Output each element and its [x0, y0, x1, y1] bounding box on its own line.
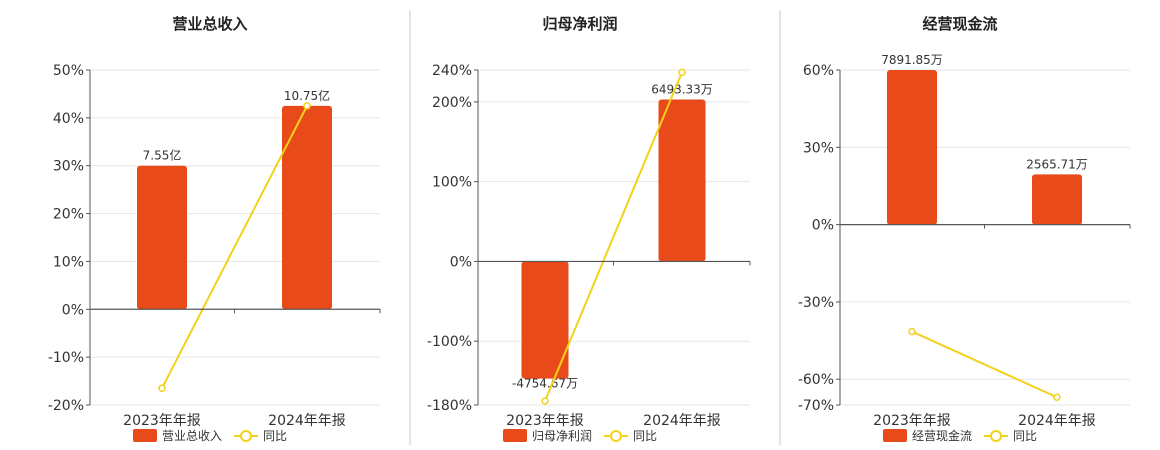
y-tick-label: 40% — [53, 111, 84, 127]
x-tick-label: 2023年年报 — [873, 413, 951, 429]
legend-label-bar: 归母净利润 — [532, 429, 592, 443]
legend-label-line: 同比 — [263, 429, 287, 443]
x-axis: 2023年年报 2024年年报 — [873, 413, 1096, 429]
x-tick-label: 2023年年报 — [123, 413, 201, 429]
yoy-point — [908, 327, 916, 336]
bar — [521, 261, 569, 379]
legend: 营业总收入 同比 — [133, 429, 287, 443]
yoy-point — [158, 384, 166, 392]
yoy-line — [911, 330, 1058, 399]
operating-cashflow-chart: 经营现金流 7891.85万 2565.71万 -70% -60% -30% 0% 30%… — [798, 15, 1131, 443]
bar — [887, 70, 937, 225]
y-axis: -70% -60% -30% 0% 30% 60% — [798, 63, 1131, 414]
chart-title: 营业总收入 — [172, 15, 247, 33]
legend-line-marker — [610, 430, 622, 442]
bar-data-label: 6493.33万 — [651, 83, 713, 97]
y-tick-label: 200% — [432, 95, 472, 111]
x-tick-label: 2024年年报 — [643, 413, 721, 429]
yoy-point — [303, 102, 311, 110]
bar — [658, 99, 706, 262]
bar-data-label: 7.55亿 — [143, 148, 182, 163]
legend-bar-swatch — [503, 429, 527, 442]
plot-area: -4754.67万 6493.33万 — [512, 68, 713, 405]
legend-line-marker — [240, 430, 252, 442]
y-tick-label: 10% — [53, 254, 84, 270]
chart-title: 归母净利润 — [542, 15, 617, 33]
y-tick-label: 20% — [53, 207, 84, 223]
revenue-chart: 营业总收入 7.55亿 10.75亿 -20% -10% 0% 10% 20% 30% 40%… — [48, 15, 381, 443]
yoy-line — [161, 105, 308, 389]
grid — [90, 69, 380, 406]
y-tick-label: 30% — [803, 140, 834, 156]
legend-line-marker — [990, 430, 1002, 442]
bar-data-label: 7891.85万 — [881, 53, 943, 67]
y-tick-label: 50% — [53, 63, 84, 79]
legend-label-line: 同比 — [633, 429, 657, 443]
legend-label-bar: 营业总收入 — [162, 429, 222, 443]
x-tick-label: 2023年年报 — [506, 413, 584, 429]
net-profit-chart: 归母净利润 -4754.67万 6493.33万 -180% -100% 0% 100%… — [427, 15, 751, 443]
grid — [840, 69, 1130, 406]
legend-bar-swatch — [133, 429, 157, 442]
bar-data-label: 10.75亿 — [284, 88, 330, 103]
legend-label-line: 同比 — [1013, 429, 1037, 443]
yoy-point — [541, 397, 549, 405]
legend-bar-swatch — [883, 429, 907, 442]
bar — [282, 105, 332, 310]
x-tick-label: 2024年年报 — [268, 413, 346, 429]
y-tick-label: -10% — [48, 350, 84, 366]
y-tick-label: -70% — [798, 398, 834, 414]
plot-area: 7891.85万 2565.71万 — [881, 53, 1088, 402]
legend: 经营现金流 同比 — [883, 428, 1037, 443]
plot-area: 7.55亿 10.75亿 — [137, 88, 332, 392]
y-tick-label: 0% — [62, 302, 84, 318]
y-tick-label: 100% — [432, 175, 472, 191]
x-tick-label: 2024年年报 — [1018, 413, 1096, 429]
y-axis: -20% -10% 0% 10% 20% 30% 40% 50% — [48, 63, 381, 414]
bar — [137, 165, 187, 310]
y-tick-label: -100% — [427, 334, 472, 350]
y-tick-label: -20% — [48, 398, 84, 414]
y-tick-label: -180% — [427, 398, 472, 414]
chart-title: 经营现金流 — [922, 15, 997, 33]
y-tick-label: -60% — [798, 372, 834, 388]
legend-label-bar: 经营现金流 — [912, 428, 972, 443]
yoy-point — [678, 68, 686, 77]
legend: 归母净利润 同比 — [503, 429, 657, 443]
x-axis: 2023年年报 2024年年报 — [506, 413, 721, 429]
y-tick-label: 0% — [450, 254, 472, 270]
yoy-point — [1053, 393, 1061, 402]
yoy-line — [544, 72, 683, 402]
y-tick-label: 30% — [53, 159, 84, 175]
bar-data-label: 2565.71万 — [1026, 157, 1088, 171]
bar-data-label: -4754.67万 — [512, 377, 578, 391]
bar — [1032, 174, 1082, 225]
y-tick-label: -30% — [798, 295, 834, 311]
x-axis: 2023年年报 2024年年报 — [123, 413, 346, 429]
y-tick-label: 60% — [803, 63, 834, 79]
y-tick-label: 0% — [812, 218, 834, 234]
y-tick-label: 240% — [432, 63, 472, 79]
y-axis: -180% -100% 0% 100% 200% 240% — [427, 63, 751, 414]
